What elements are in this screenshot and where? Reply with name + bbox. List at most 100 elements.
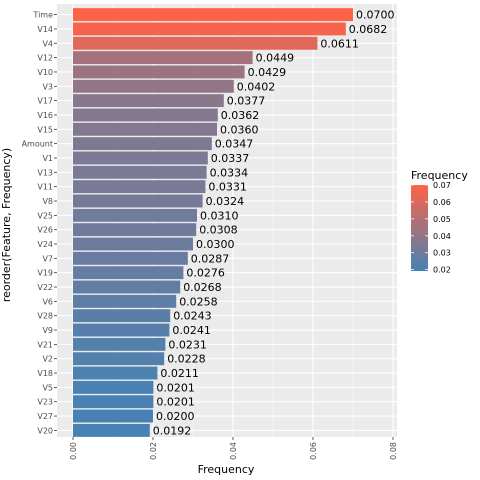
bar	[73, 36, 318, 50]
bar	[73, 8, 353, 22]
bar-value-label: 0.0347	[215, 138, 254, 151]
category-tick-label: V19	[37, 269, 53, 278]
bar	[73, 395, 154, 409]
x-tick-label: 0.08	[389, 442, 398, 460]
bar	[73, 223, 197, 237]
bar-value-label: 0.0334	[210, 166, 249, 179]
legend-title: Frequency	[411, 169, 468, 182]
category-tick-label: V26	[37, 226, 53, 235]
category-tick-label: V12	[37, 54, 53, 63]
bar-value-label: 0.0241	[172, 324, 211, 337]
bar-value-label: 0.0360	[220, 123, 259, 136]
bar	[73, 180, 206, 194]
bar-value-label: 0.0308	[199, 224, 238, 237]
category-tick-label: V28	[37, 312, 53, 321]
category-tick-label: V14	[37, 25, 53, 34]
bar-value-label: 0.0402	[237, 80, 275, 93]
y-axis-title: reorder(Feature, Frequency)	[0, 148, 13, 302]
x-tick-label: 0.00	[69, 442, 78, 460]
bar	[73, 22, 346, 36]
x-tick-label: 0.06	[309, 442, 318, 460]
bar	[73, 337, 166, 351]
legend-tick-label: 0.06	[433, 198, 451, 207]
category-tick-label: V21	[37, 340, 53, 349]
bar-value-label: 0.0287	[191, 252, 230, 265]
bar	[73, 309, 171, 323]
legend-tick-label: 0.03	[433, 249, 451, 258]
bar-value-label: 0.0231	[168, 338, 207, 351]
category-tick-label: V23	[37, 398, 53, 407]
bar	[73, 108, 218, 122]
legend-tick-label: 0.04	[433, 232, 451, 241]
bar-value-label: 0.0258	[179, 295, 218, 308]
bar-value-label: 0.0449	[256, 52, 295, 65]
category-tick-label: V20	[37, 426, 53, 435]
category-tick-label: V9	[42, 326, 53, 335]
legend: Frequency 0.02 0.03 0.04 0.05 0.06 0.07	[411, 169, 468, 275]
category-tick-label: V16	[37, 111, 53, 120]
bar-value-label: 0.0611	[320, 37, 359, 50]
bar	[73, 194, 203, 208]
bar-value-label: 0.0337	[211, 152, 250, 165]
category-tick-label: V6	[42, 297, 53, 306]
legend-tick-label: 0.05	[433, 215, 451, 224]
bar-value-label: 0.0700	[356, 9, 395, 22]
bar	[73, 237, 193, 251]
category-tick-label: V3	[42, 82, 53, 91]
bar-value-label: 0.0268	[183, 281, 222, 294]
x-axis-tick-labels: 0.00 0.02 0.04 0.06 0.08	[69, 437, 398, 460]
bar-value-label: 0.0201	[156, 396, 195, 409]
bar-value-label: 0.0682	[349, 23, 388, 36]
category-tick-label: V11	[37, 183, 53, 192]
bar-value-label: 0.0228	[167, 353, 206, 366]
category-tick-label: V15	[37, 125, 53, 134]
bar	[73, 65, 245, 79]
bar-value-label: 0.0310	[200, 209, 239, 222]
bar	[73, 280, 181, 294]
category-tick-label: V27	[37, 412, 53, 421]
category-tick-label: V25	[37, 211, 53, 220]
bar	[73, 251, 188, 265]
bar	[73, 294, 177, 308]
bar-value-label: 0.0243	[173, 310, 212, 323]
category-tick-label: V2	[42, 355, 53, 364]
category-tick-label: Amount	[22, 140, 53, 149]
category-tick-label: V18	[37, 369, 53, 378]
category-tick-label: V5	[42, 383, 53, 392]
category-tick-label: V24	[37, 240, 53, 249]
category-tick-label: Time	[32, 11, 53, 20]
bar	[73, 266, 184, 280]
bar	[73, 79, 234, 93]
bar	[73, 380, 154, 394]
bar	[73, 323, 170, 337]
bar	[73, 94, 224, 108]
bar-value-label: 0.0200	[156, 410, 195, 423]
bar-value-label: 0.0300	[196, 238, 235, 251]
x-axis-title: Frequency	[198, 463, 255, 476]
category-tick-label: V4	[42, 39, 53, 48]
category-tick-label: V13	[37, 168, 53, 177]
category-tick-label: V22	[37, 283, 53, 292]
legend-tick-label: 0.02	[433, 266, 451, 275]
bar	[73, 208, 197, 222]
category-tick-label: V1	[42, 154, 53, 163]
legend-tick-label: 0.07	[433, 181, 451, 190]
bar-value-label: 0.0377	[227, 95, 265, 108]
bar-value-label: 0.0201	[156, 381, 195, 394]
x-tick-label: 0.02	[149, 442, 158, 460]
legend-color-bar	[411, 185, 428, 271]
bar-value-label: 0.0324	[206, 195, 245, 208]
category-tick-label: V7	[42, 254, 53, 263]
bar	[73, 151, 208, 165]
bar-value-label: 0.0362	[221, 109, 259, 122]
x-tick-label: 0.04	[229, 442, 238, 460]
bar-value-label: 0.0429	[248, 66, 287, 79]
bar-value-label: 0.0331	[208, 181, 247, 194]
bar-value-label: 0.0192	[153, 424, 192, 437]
bars	[73, 8, 353, 437]
y-axis-tick-labels: Time V14 V4 V12 V10 V3 V17 V16 V15 Amount V1 V13 V11…	[22, 11, 57, 435]
bar	[73, 137, 212, 151]
bar	[73, 366, 158, 380]
